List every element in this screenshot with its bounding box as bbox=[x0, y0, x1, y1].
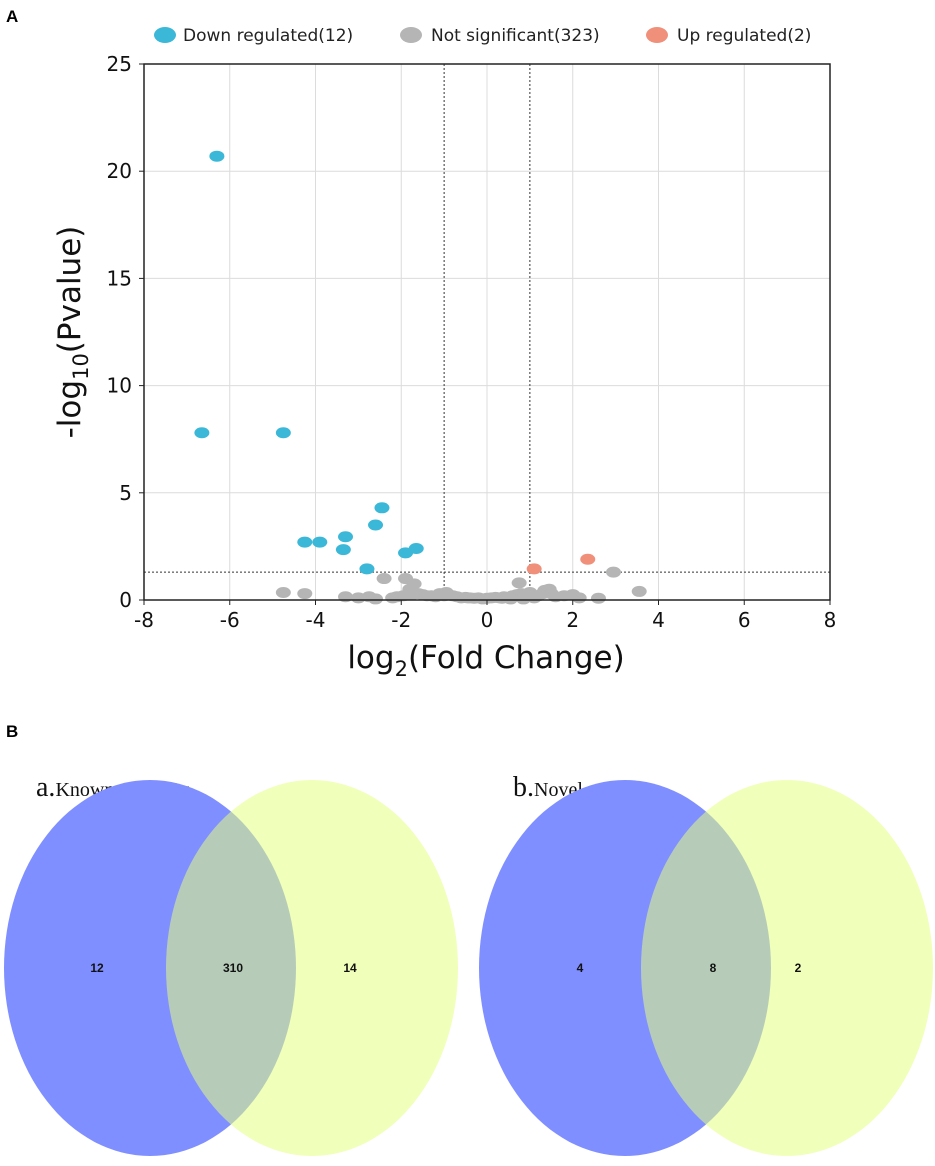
x-tick-label: 4 bbox=[652, 608, 665, 632]
x-axis-title: log2(Fold Change) bbox=[347, 640, 624, 681]
panel-label-b: B bbox=[6, 722, 18, 741]
point-down bbox=[194, 427, 210, 439]
venn-left-count: 4 bbox=[577, 961, 584, 975]
point-ns bbox=[515, 593, 531, 605]
x-tick-label: 6 bbox=[738, 608, 751, 632]
y-tick-label: 15 bbox=[107, 266, 132, 290]
x-tick-label: 2 bbox=[566, 608, 579, 632]
point-ns bbox=[631, 585, 647, 597]
point-down bbox=[374, 502, 390, 514]
y-tick-label: 20 bbox=[107, 159, 132, 183]
point-ns bbox=[460, 592, 476, 604]
plot-grid bbox=[143, 63, 831, 601]
legend-label-down: Down regulated(12) bbox=[183, 26, 353, 46]
y-tick-label: 10 bbox=[107, 374, 132, 398]
point-down bbox=[209, 150, 225, 162]
x-tick-label: 0 bbox=[481, 608, 494, 632]
venn-left-count: 12 bbox=[90, 961, 104, 975]
point-up bbox=[580, 553, 596, 565]
panel-label-a: A bbox=[6, 7, 18, 26]
legend-marker-ns bbox=[400, 27, 422, 43]
x-tick-label: -6 bbox=[220, 608, 240, 632]
x-ticks: -8 -6 -4 -2 0 2 4 6 8 bbox=[134, 600, 836, 632]
point-ns bbox=[605, 566, 621, 578]
data-points bbox=[194, 150, 647, 605]
x-tick-label: -8 bbox=[134, 608, 154, 632]
venn-right-count: 2 bbox=[795, 961, 802, 975]
y-tick-label: 25 bbox=[107, 52, 132, 76]
point-down bbox=[359, 563, 375, 575]
point-down bbox=[408, 543, 424, 555]
point-down bbox=[368, 519, 384, 531]
legend-marker-up bbox=[646, 27, 668, 43]
venn-novel-mirnas: b.Novel miRNAs 4 8 2 bbox=[479, 772, 933, 1156]
volcano-plot: -8 -6 -4 -2 0 2 4 6 8 0 5 10 15 20 25 bbox=[107, 52, 837, 632]
x-tick-label: 8 bbox=[824, 608, 837, 632]
point-ns bbox=[297, 588, 313, 600]
venn-known-mirnas: a.Known miRNAs 12 310 14 bbox=[4, 772, 458, 1156]
point-ns bbox=[511, 577, 527, 589]
point-ns bbox=[494, 592, 510, 604]
point-ns bbox=[571, 592, 587, 604]
y-ticks: 0 5 10 15 20 25 bbox=[107, 52, 144, 612]
point-down bbox=[297, 536, 313, 548]
point-ns bbox=[404, 589, 420, 601]
y-axis-title: -log10(Pvalue) bbox=[52, 226, 93, 439]
y-tick-label: 0 bbox=[119, 588, 132, 612]
chart-legend: Down regulated(12) Not significant(323) … bbox=[154, 26, 811, 46]
legend-label-ns: Not significant(323) bbox=[431, 26, 600, 46]
point-down bbox=[335, 544, 351, 556]
venn-overlap-count: 310 bbox=[223, 961, 243, 975]
point-ns bbox=[275, 586, 291, 598]
venn-right-count: 14 bbox=[343, 961, 357, 975]
threshold-lines bbox=[144, 64, 830, 600]
venn-set-right bbox=[641, 780, 933, 1156]
x-tick-label: -4 bbox=[306, 608, 326, 632]
point-ns bbox=[368, 593, 384, 605]
legend-label-up: Up regulated(2) bbox=[677, 26, 811, 46]
venn-overlap-count: 8 bbox=[710, 961, 717, 975]
y-tick-label: 5 bbox=[119, 481, 132, 505]
venn-set-right bbox=[166, 780, 458, 1156]
x-tick-label: -2 bbox=[391, 608, 411, 632]
point-ns bbox=[543, 588, 559, 600]
point-down bbox=[338, 531, 354, 543]
legend-marker-down bbox=[154, 27, 176, 43]
point-ns bbox=[350, 592, 366, 604]
point-down bbox=[275, 427, 291, 439]
point-ns bbox=[438, 586, 454, 598]
point-down bbox=[312, 536, 328, 548]
point-up bbox=[526, 563, 542, 575]
point-ns bbox=[376, 573, 392, 585]
point-ns bbox=[590, 592, 606, 604]
